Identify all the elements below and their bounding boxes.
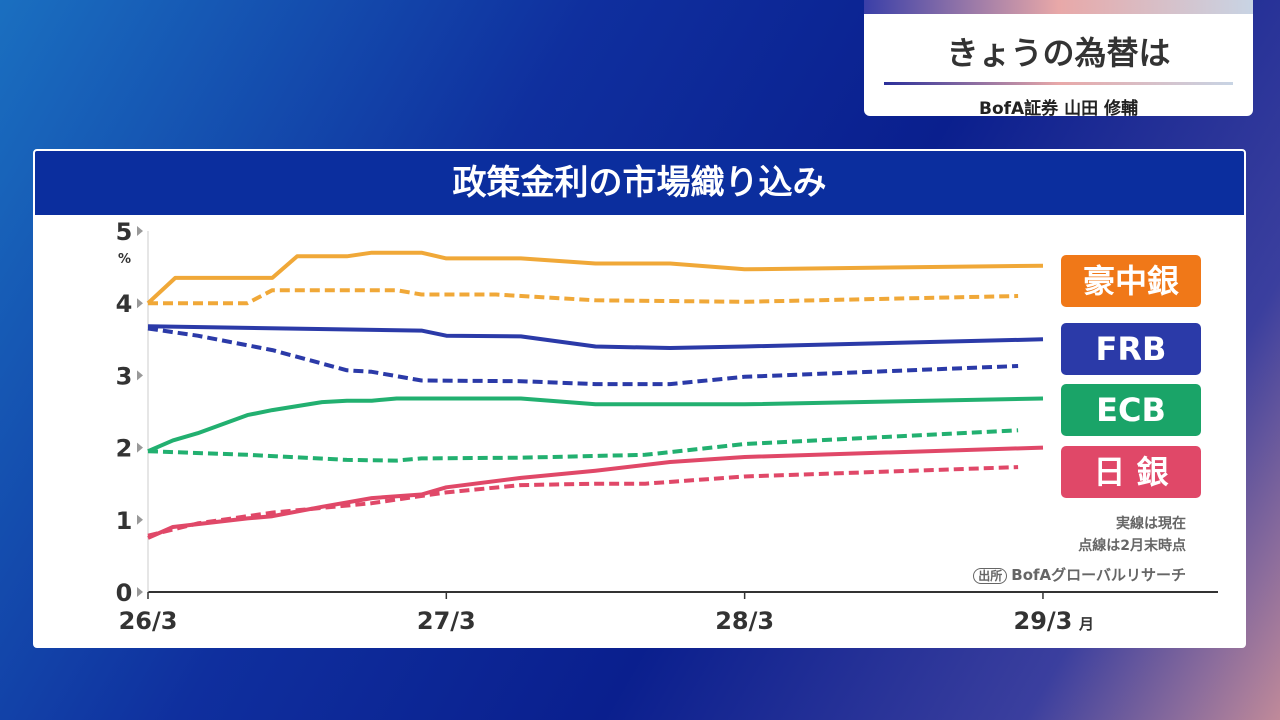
legend-item: 日 銀 (1061, 446, 1201, 498)
y-tick-label: 5 (116, 218, 133, 246)
x-tick-label: 29/3 (1014, 607, 1073, 635)
y-tick-label: 0 (116, 579, 133, 607)
gradient-bar (864, 0, 1253, 14)
program-title: きょうの為替は (946, 34, 1171, 72)
y-tick-label: 1 (116, 507, 133, 535)
y-unit-label: % (118, 252, 131, 267)
legend-item: FRB (1061, 323, 1201, 375)
divider (884, 82, 1233, 85)
x-tick-label: 28/3 (715, 607, 774, 635)
x-tick-label: 27/3 (417, 607, 476, 635)
series-line-solid (147, 324, 1044, 350)
source-text: BofAグローバルリサーチ (1011, 566, 1186, 584)
y-tick-arrow (137, 514, 143, 525)
y-tick-label: 2 (116, 435, 133, 463)
y-tick-arrow (137, 370, 143, 381)
y-tick-arrow (137, 226, 143, 236)
y-tick-arrow (137, 298, 143, 309)
y-tick-arrow (137, 587, 143, 597)
series-line-solid (147, 396, 1044, 454)
annotation-solid: 実線は現在 (1116, 516, 1186, 532)
annotation-dashed: 点線は2月末時点 (1078, 538, 1186, 554)
series-line-dashed (147, 465, 1019, 538)
series-line-dashed (148, 288, 1019, 306)
series-line-dashed (147, 326, 1019, 387)
legend-item: ECB (1061, 384, 1201, 436)
speaker-name: BofA証券 山田 修輔 (978, 99, 1139, 116)
chart-panel: 政策金利の市場織り込み 0 1 2 3 4 5% 26/3 27/3 28/3 29/3 月 実線は… (33, 149, 1246, 648)
y-tick-label: 4 (116, 290, 133, 318)
series-line-solid (147, 445, 1044, 540)
line-chart: 0 1 2 3 4 5% 26/3 27/3 28/3 29/3 月 (116, 218, 1218, 635)
program-title-card: きょうの為替は BofA証券 山田 修輔 (864, 0, 1253, 116)
series-line-solid (146, 250, 1044, 305)
series-line-dashed (147, 428, 1019, 463)
legend-item: 豪中銀 (1061, 255, 1201, 307)
source-label: 出所 (973, 568, 1008, 584)
source-note: 出所 BofAグローバルリサーチ (973, 564, 1186, 585)
y-tick-arrow (137, 442, 143, 453)
y-tick-label: 3 (116, 362, 133, 390)
x-unit-label: 月 (1078, 615, 1094, 633)
x-tick-label: 26/3 (119, 607, 178, 635)
chart-title: 政策金利の市場織り込み (35, 151, 1244, 215)
